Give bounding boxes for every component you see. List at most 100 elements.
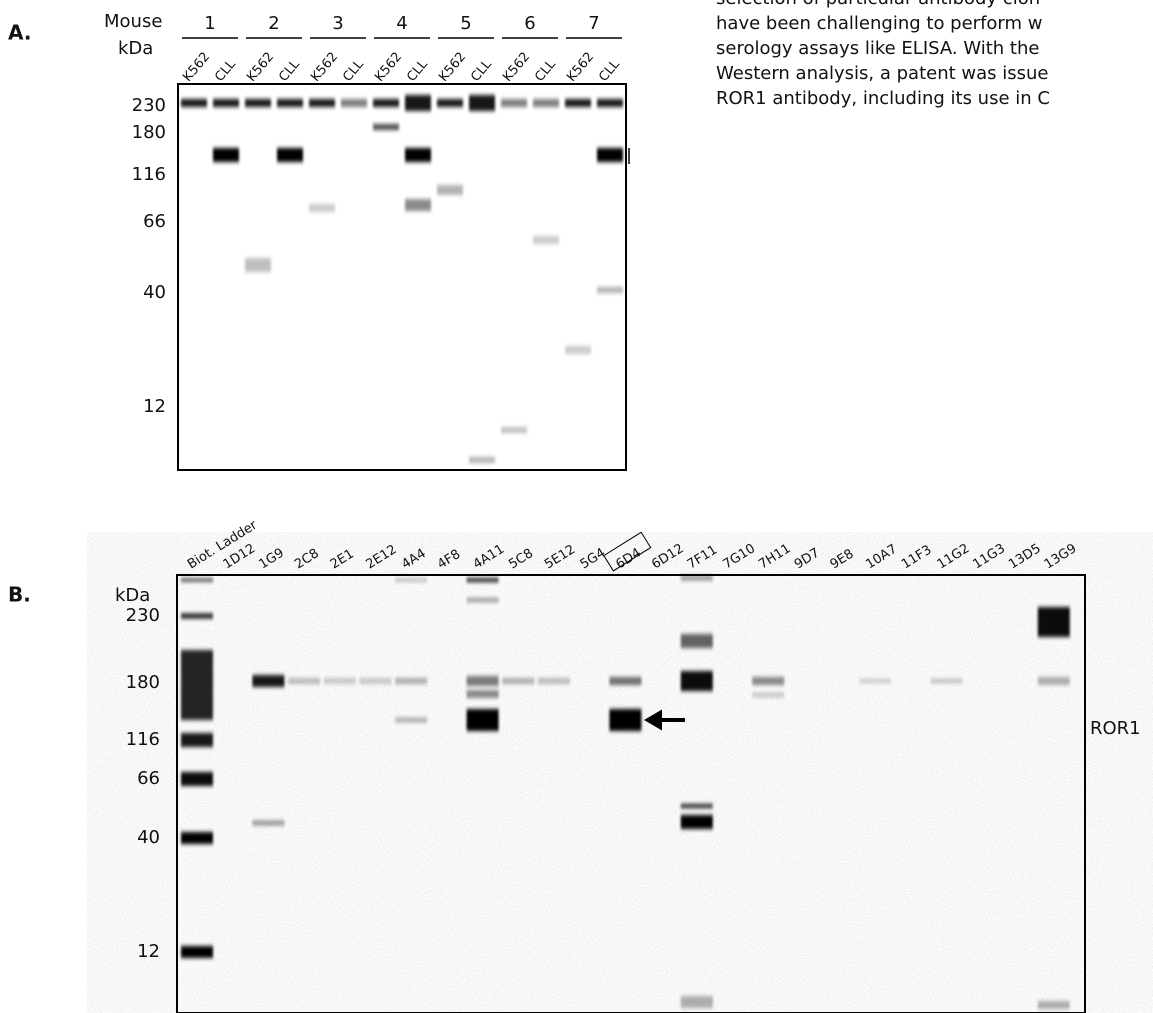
- lane-label: K562: [244, 50, 277, 85]
- band: [324, 678, 356, 684]
- lane-label: 9D7: [792, 546, 822, 573]
- paragraph-line: Western analysis, a patent was issue: [716, 63, 1048, 84]
- lane-label: K562: [500, 50, 533, 85]
- band: [752, 677, 784, 685]
- lane-label: 2E1: [328, 547, 357, 573]
- band: [467, 709, 499, 731]
- band: [181, 650, 213, 720]
- band: [405, 199, 431, 211]
- mouse-number: 7: [588, 13, 599, 34]
- lane-label: 4F8: [435, 547, 463, 572]
- lane-label: 1G9: [256, 546, 287, 573]
- band: [501, 99, 527, 107]
- lane-label: 10A7: [863, 542, 900, 573]
- marker-label: 40: [143, 282, 166, 303]
- lane-label: K562: [308, 50, 341, 85]
- mouse-number: 3: [332, 13, 343, 34]
- lane-label: 5C8: [506, 546, 536, 572]
- lane-label: 2C8: [292, 546, 322, 572]
- paragraph-line: have been challenging to perform w: [716, 13, 1043, 34]
- lane-label: K562: [564, 50, 597, 85]
- band: [597, 287, 623, 293]
- band: [609, 677, 641, 685]
- mouse-number: 6: [524, 13, 535, 34]
- lane-label: 13G9: [1042, 541, 1080, 572]
- marker-label: 12: [137, 941, 160, 962]
- lane-label: CLL: [532, 57, 559, 85]
- marker-label: 116: [126, 729, 160, 750]
- lane-label: K562: [180, 50, 213, 85]
- band: [681, 804, 713, 808]
- lane-label: 4A11: [471, 542, 508, 573]
- band: [213, 99, 239, 107]
- marker-label: 180: [132, 122, 166, 143]
- lane-label: K562: [436, 50, 469, 85]
- band: [533, 236, 559, 244]
- band: [467, 676, 499, 686]
- lane-label: 9E8: [828, 547, 857, 573]
- band: [213, 148, 239, 162]
- band: [469, 95, 495, 111]
- band: [181, 832, 213, 844]
- marker-label: 40: [137, 827, 160, 848]
- mouse-number: 2: [268, 13, 279, 34]
- lane-label: CLL: [596, 57, 623, 85]
- band: [681, 671, 713, 691]
- band: [467, 690, 499, 698]
- band: [309, 99, 335, 107]
- panel-label: A.: [8, 21, 31, 45]
- lane-label: 7H11: [756, 541, 793, 572]
- band: [360, 678, 392, 684]
- band: [373, 124, 399, 130]
- paragraph-line: ROR1 antibody, including its use in C: [716, 88, 1050, 109]
- paragraph-line: selection of particular antibody clon: [716, 0, 1040, 9]
- band: [277, 148, 303, 162]
- lane-label: 4A4: [399, 546, 429, 572]
- band: [1038, 607, 1070, 637]
- band: [681, 634, 713, 648]
- band: [277, 99, 303, 107]
- band: [309, 204, 335, 212]
- band: [437, 185, 463, 195]
- gel-b-noise: [178, 576, 1084, 1013]
- band: [597, 99, 623, 107]
- band: [395, 718, 427, 723]
- band: [467, 598, 499, 602]
- band: [437, 99, 463, 107]
- lane-label: 13D5: [1006, 541, 1043, 572]
- lane-label: CLL: [276, 57, 303, 85]
- band: [681, 576, 713, 581]
- band: [252, 675, 284, 687]
- band: [597, 148, 623, 162]
- lane-label: 11G3: [970, 541, 1008, 572]
- band: [181, 733, 213, 747]
- panel-label: B.: [8, 583, 31, 607]
- paragraph-line: serology assays like ELISA. With the: [716, 38, 1039, 59]
- band: [341, 99, 367, 107]
- kda-label: kDa: [115, 585, 150, 606]
- lane-label: 11G2: [935, 541, 973, 572]
- mouse-number: 5: [460, 13, 471, 34]
- band: [502, 678, 534, 684]
- band: [405, 148, 431, 162]
- lane-label: CLL: [468, 57, 495, 85]
- band: [469, 457, 495, 463]
- band: [181, 614, 213, 619]
- marker-label: 116: [132, 164, 166, 185]
- marker-label: 12: [143, 396, 166, 417]
- lane-label: 7F11: [685, 543, 720, 573]
- lane-label: 2E12: [364, 542, 400, 572]
- band-label: ROR1: [1090, 718, 1141, 739]
- kda-label: kDa: [118, 38, 153, 59]
- band: [181, 946, 213, 958]
- figure: selection of particular antibody clon hav…: [0, 0, 1153, 1013]
- band: [538, 678, 570, 684]
- band: [1038, 1001, 1070, 1009]
- band: [1038, 677, 1070, 685]
- mouse-number: 1: [204, 13, 215, 34]
- band: [395, 678, 427, 684]
- band: [752, 693, 784, 698]
- band: [565, 346, 591, 354]
- band: [181, 772, 213, 786]
- band: [252, 821, 284, 826]
